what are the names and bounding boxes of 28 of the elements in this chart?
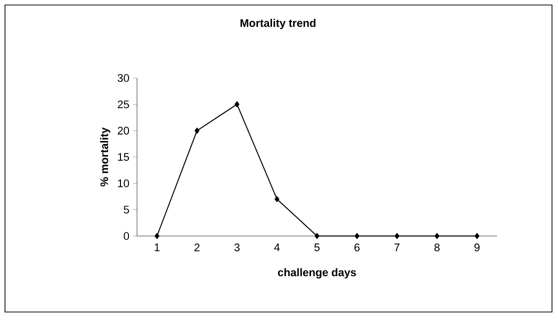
point [234,101,240,108]
x-tick-label: 7 [394,244,400,252]
x-tick-label: 4 [274,244,280,252]
x-tick-label: 8 [434,244,440,252]
y-tick-label: 20 [118,126,130,135]
y-tick-label: 5 [124,206,129,214]
y-tick-label: 10 [118,179,130,188]
point [354,233,360,239]
x-tick-label: 6 [354,244,360,252]
point [434,233,440,239]
x-tick-label: 2 [194,244,200,252]
y-tick-label: 0 [124,232,130,240]
chart-title: Mortality trend [240,18,316,30]
point [154,233,160,239]
y-tick-label: 15 [118,153,129,161]
y-tick-label: 30 [118,74,130,82]
y-tick-label: 25 [118,100,129,108]
x-tick-label: 1 [154,244,160,252]
y-axis-title: % mortality [100,127,110,186]
point [394,233,400,239]
point [474,233,480,239]
x-tick-label: 5 [314,244,320,252]
point [194,128,200,134]
x-tick-label: 3 [234,244,240,252]
x-tick-label: 9 [474,244,480,252]
x-axis-title: challenge days [278,268,356,278]
point [274,196,280,202]
point [314,233,320,239]
